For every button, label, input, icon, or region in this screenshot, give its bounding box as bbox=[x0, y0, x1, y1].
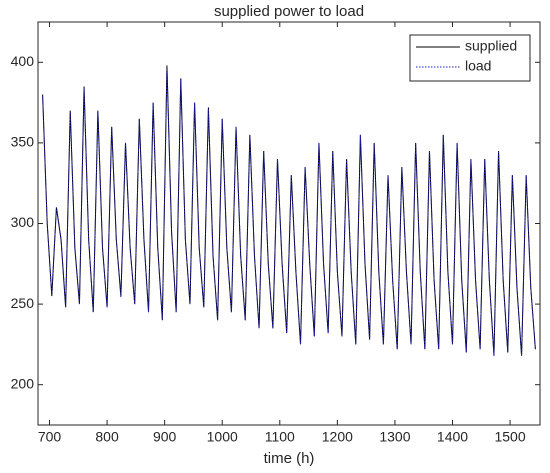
x-axis-label: time (h) bbox=[264, 450, 315, 467]
series-line bbox=[42, 67, 536, 356]
chart-title: supplied power to load bbox=[214, 3, 364, 20]
x-tick-label: 1100 bbox=[265, 429, 295, 445]
legend-label: load bbox=[465, 58, 491, 74]
y-tick-label: 350 bbox=[11, 134, 35, 150]
legend-box bbox=[409, 34, 531, 82]
plot-area bbox=[37, 21, 541, 426]
x-tick-label: 800 bbox=[95, 429, 119, 445]
legend-label: supplied bbox=[465, 38, 517, 54]
x-tick-label: 900 bbox=[153, 429, 177, 445]
x-tick-label: 1300 bbox=[379, 429, 410, 445]
x-tick-label: 1000 bbox=[207, 429, 238, 445]
y-tick-label: 400 bbox=[11, 53, 35, 69]
x-tick-label: 1400 bbox=[437, 429, 468, 445]
x-tick-label: 1200 bbox=[322, 429, 353, 445]
y-tick-label: 300 bbox=[11, 214, 35, 230]
y-tick-label: 200 bbox=[11, 375, 35, 391]
x-tick-label: 700 bbox=[38, 429, 62, 445]
y-tick-label: 250 bbox=[11, 295, 35, 311]
x-tick-label: 1500 bbox=[494, 429, 525, 445]
